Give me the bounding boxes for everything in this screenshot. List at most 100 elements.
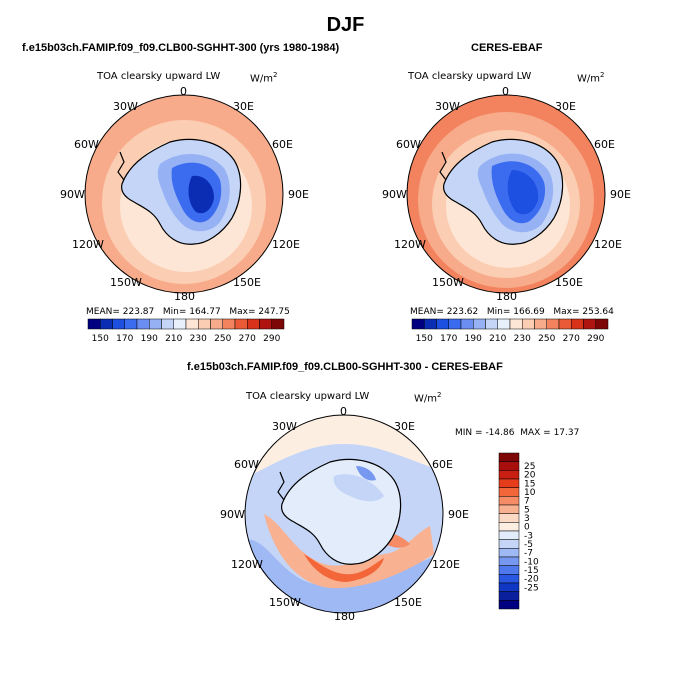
panel2-stats: MEAN= 223.62 Min= 166.69 Max= 253.64 — [410, 307, 614, 317]
panel1-coastline — [121, 138, 242, 245]
panel3-colorbar-swatch — [498, 565, 520, 575]
panel2-lon-90w: 90W — [382, 188, 407, 201]
panel1-colorbar-tick-label: 190 — [141, 334, 158, 344]
panel3-colorbar-tick-label: -7 — [524, 549, 533, 559]
panel3-colorbar-swatch — [498, 470, 520, 480]
panel3-field-label: TOA clearsky upward LW — [246, 391, 370, 402]
panel3-lon-150w: 150W — [269, 596, 301, 609]
panel1-colorbar-tick-label: 150 — [92, 334, 109, 344]
panel3-colorbar-swatch — [498, 478, 520, 488]
panel1-colorbar-swatch — [247, 318, 260, 330]
panel3-colorbar-tick-label: -20 — [524, 575, 539, 585]
panel1-map-border — [84, 94, 284, 294]
panel2-lon-0: 0 — [502, 85, 509, 98]
panel3-colorbar-tick-label: 15 — [524, 479, 535, 489]
panel2-colorbar-swatch — [473, 318, 486, 330]
panel3-colorbar-swatch — [498, 539, 520, 549]
panel3-colorbar-swatch — [498, 530, 520, 540]
panel1-colorbar-swatch — [222, 318, 236, 330]
panel2-units: W/m2 — [577, 71, 605, 85]
panel1-stats: MEAN= 223.87 Min= 164.77 Max= 247.75 — [86, 307, 290, 317]
panel1-lon-180: 180 — [174, 290, 195, 303]
panel3-lon-60e: 60E — [432, 458, 453, 471]
panel3-colorbar-swatch — [498, 496, 520, 506]
panel1-colorbar-tick-label: 230 — [190, 334, 207, 344]
panel3-lon-0: 0 — [340, 405, 347, 418]
panel3-colorbar-swatch — [498, 487, 520, 497]
panel3-colorbar-swatch — [498, 548, 520, 558]
main-title: DJF — [326, 14, 365, 36]
panel2-colorbar-swatch — [546, 318, 560, 330]
panel1-colorbar-swatch — [173, 318, 187, 330]
panel2-colorbar-tick-label: 210 — [489, 334, 506, 344]
panel2-colorbar-swatch — [448, 318, 462, 330]
panel1-lon-120w: 120W — [72, 238, 104, 251]
panel3-lon-90e: 90E — [448, 508, 469, 521]
panel1-polar-map — [84, 94, 284, 294]
panel2-colorbar-swatch — [411, 318, 425, 330]
panel2-colorbar-swatch — [571, 318, 584, 330]
panel2-colorbar: 150 170 190 210 230 250 270 290 — [411, 318, 609, 344]
panel2-lon-30w: 30W — [435, 100, 460, 113]
panel1-colorbar-swatch — [185, 318, 199, 330]
panel2-lon-90e: 90E — [610, 188, 631, 201]
panel3-colorbar-swatch — [498, 513, 520, 523]
panel2-colorbar-swatch — [583, 318, 596, 330]
panel1-units: W/m2 — [250, 71, 278, 85]
panel1-lon-90e: 90E — [288, 188, 309, 201]
panel1-colorbar-swatch — [271, 318, 285, 330]
panel3-colorbar-swatch — [498, 556, 520, 566]
panel3-colorbar-tick-label: 10 — [524, 488, 536, 498]
panel1-colorbar-swatch — [149, 318, 162, 330]
panel3-colorbar-tick-label: -5 — [524, 540, 533, 550]
panel1-colorbar-tick-label: 170 — [116, 334, 133, 344]
panel2-colorbar-swatch — [509, 318, 523, 330]
panel1-lon-30w: 30W — [113, 100, 138, 113]
panel2-colorbar-swatch — [460, 318, 474, 330]
panel1-colorbar-tick-label: 270 — [239, 334, 256, 344]
panel2-lon-120w: 120W — [394, 238, 426, 251]
panel3-polar-map — [244, 414, 444, 614]
panel3-map-border — [244, 414, 444, 614]
panel1-colorbar-swatch — [124, 318, 138, 330]
panel3-lon-60w: 60W — [234, 458, 259, 471]
panel2-lon-60e: 60E — [594, 138, 615, 151]
panel3-lon-30w: 30W — [272, 420, 297, 433]
panel1-lon-30e: 30E — [233, 100, 254, 113]
panel1-lon-150w: 150W — [110, 276, 142, 289]
panel2-field-label: TOA clearsky upward LW — [408, 71, 532, 82]
panel3-units: W/m2 — [414, 391, 442, 405]
panel2-colorbar-tick-label: 230 — [514, 334, 531, 344]
panel2-colorbar-tick-label: 270 — [563, 334, 580, 344]
panel2-colorbar-swatch — [534, 318, 547, 330]
panel2-colorbar-swatch — [595, 318, 609, 330]
panel1-lon-0: 0 — [180, 85, 187, 98]
panel3-colorbar-swatch — [498, 504, 520, 514]
panel1-field-label: TOA clearsky upward LW — [97, 71, 221, 82]
panel3-colorbar-swatch — [498, 591, 520, 601]
panel3-colorbar-tick-label: 3 — [524, 514, 530, 524]
panel1-colorbar-tick-label: 250 — [214, 334, 231, 344]
panel3-lon-150e: 150E — [394, 596, 422, 609]
panel1-lon-60e: 60E — [272, 138, 293, 151]
panel1-colorbar-swatch — [100, 318, 113, 330]
panel2-colorbar-tick-label: 290 — [587, 334, 604, 344]
panel1-colorbar-swatch — [259, 318, 272, 330]
panel3-colorbar-tick-label: 7 — [524, 497, 530, 507]
panel3-title: f.e15b03ch.FAMIP.f09_f09.CLB00-SGHHT-300… — [187, 361, 503, 373]
panel2-map-border — [406, 94, 606, 294]
panel1-colorbar-swatch — [136, 318, 150, 330]
panel2-title: CERES-EBAF — [471, 42, 543, 54]
panel2-colorbar-swatch — [436, 318, 449, 330]
panel3-colorbar-swatch — [498, 574, 520, 584]
panel2-lon-150e: 150E — [555, 276, 583, 289]
panel2-colorbar-tick-label: 170 — [440, 334, 457, 344]
panel3-colorbar-tick-label: -15 — [524, 566, 539, 576]
panel2-lon-150w: 150W — [432, 276, 464, 289]
panel3-lon-120e: 120E — [432, 558, 460, 571]
panel1-colorbar-tick-label: 210 — [165, 334, 182, 344]
panel3-coastline — [281, 458, 402, 565]
panel1-colorbar-swatch — [234, 318, 248, 330]
panel2-colorbar-swatch — [424, 318, 437, 330]
